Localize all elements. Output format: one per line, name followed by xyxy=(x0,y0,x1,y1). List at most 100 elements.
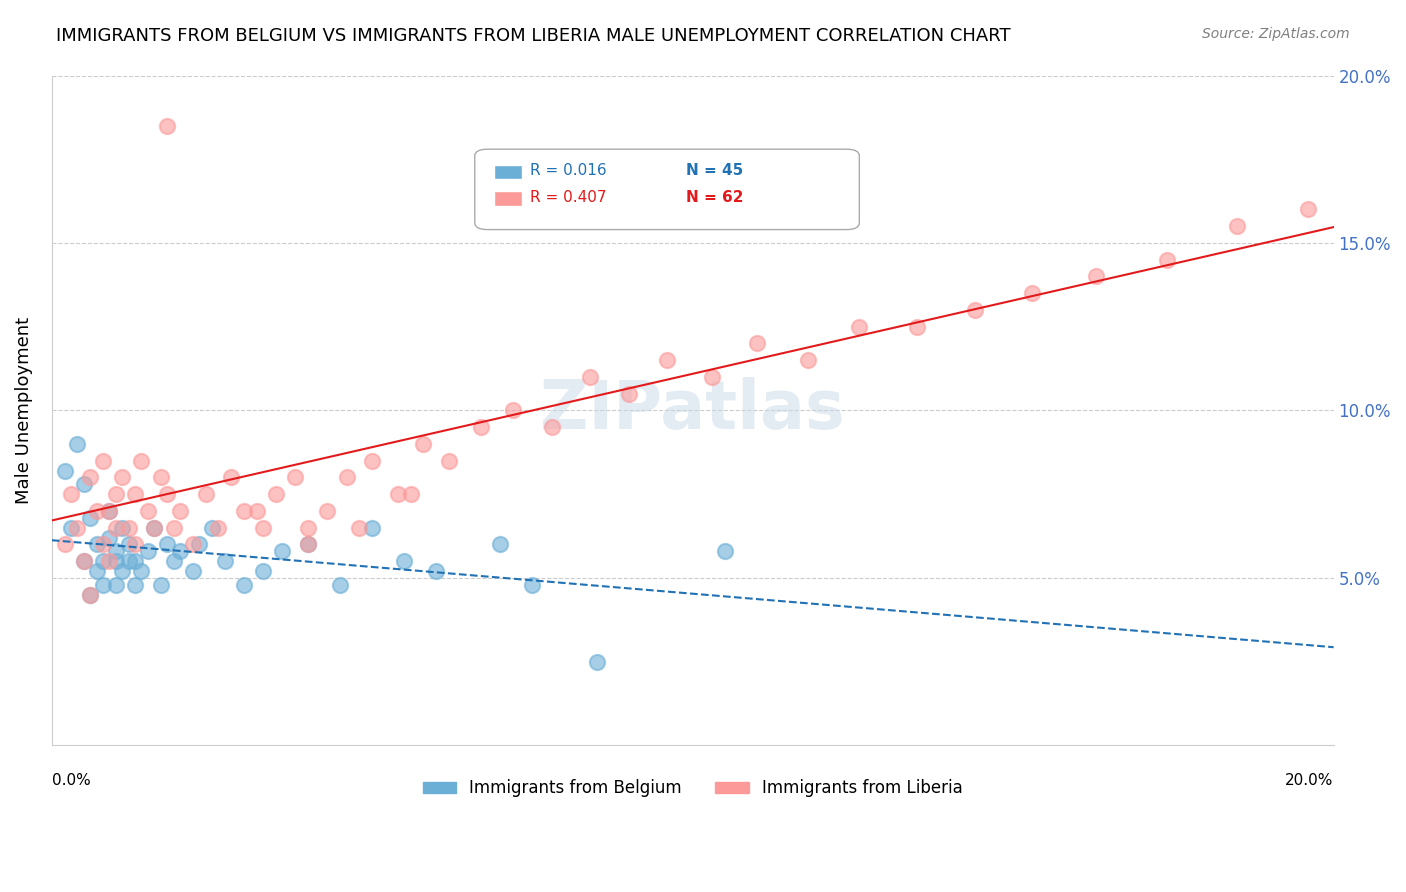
Point xyxy=(131,453,153,467)
Point xyxy=(233,504,256,518)
Point xyxy=(316,504,339,518)
Point xyxy=(118,520,141,534)
Point xyxy=(797,353,820,368)
Point xyxy=(104,554,127,568)
Point xyxy=(470,420,492,434)
Point xyxy=(713,544,735,558)
Point xyxy=(181,564,204,578)
Point xyxy=(104,520,127,534)
Point xyxy=(502,403,524,417)
Point xyxy=(91,537,114,551)
Point xyxy=(104,487,127,501)
Point xyxy=(329,577,352,591)
Point xyxy=(246,504,269,518)
Point xyxy=(264,487,287,501)
Point xyxy=(79,510,101,524)
Text: Source: ZipAtlas.com: Source: ZipAtlas.com xyxy=(1202,27,1350,41)
FancyBboxPatch shape xyxy=(494,165,522,179)
Point xyxy=(252,564,274,578)
Text: 0.0%: 0.0% xyxy=(52,773,90,789)
Point xyxy=(118,537,141,551)
Point xyxy=(156,537,179,551)
Point xyxy=(53,464,76,478)
Point xyxy=(86,564,108,578)
Point xyxy=(1021,286,1043,301)
Point xyxy=(59,520,82,534)
Point xyxy=(59,487,82,501)
Point xyxy=(349,520,371,534)
Point xyxy=(399,487,422,501)
Point xyxy=(124,537,146,551)
Point xyxy=(1156,252,1178,267)
Point xyxy=(79,470,101,484)
Point xyxy=(124,487,146,501)
Text: N = 45: N = 45 xyxy=(686,163,744,178)
Point xyxy=(156,119,179,133)
Point xyxy=(336,470,359,484)
Text: IMMIGRANTS FROM BELGIUM VS IMMIGRANTS FROM LIBERIA MALE UNEMPLOYMENT CORRELATION: IMMIGRANTS FROM BELGIUM VS IMMIGRANTS FR… xyxy=(56,27,1011,45)
Point xyxy=(297,537,319,551)
Point xyxy=(169,504,191,518)
Point xyxy=(437,453,460,467)
Text: R = 0.407: R = 0.407 xyxy=(530,190,606,205)
Point xyxy=(136,544,159,558)
Point xyxy=(207,520,229,534)
Point xyxy=(394,554,416,568)
Point xyxy=(540,420,562,434)
Point xyxy=(91,453,114,467)
Point xyxy=(162,520,184,534)
Point xyxy=(98,504,121,518)
Point xyxy=(86,504,108,518)
Point xyxy=(143,520,166,534)
Point xyxy=(1296,202,1319,217)
Point xyxy=(905,319,928,334)
Point xyxy=(271,544,294,558)
Point xyxy=(66,520,89,534)
Point xyxy=(124,554,146,568)
Point xyxy=(700,370,723,384)
Point xyxy=(118,554,141,568)
Point xyxy=(361,520,384,534)
Point xyxy=(98,504,121,518)
Point xyxy=(425,564,447,578)
Point xyxy=(73,554,96,568)
Point xyxy=(188,537,211,551)
Point xyxy=(233,577,256,591)
Point xyxy=(297,537,319,551)
Point xyxy=(149,470,172,484)
Text: 20.0%: 20.0% xyxy=(1285,773,1334,789)
Point xyxy=(848,319,870,334)
Point xyxy=(53,537,76,551)
Point xyxy=(361,453,384,467)
Text: ZIPatlas: ZIPatlas xyxy=(540,377,845,443)
Point xyxy=(73,554,96,568)
Y-axis label: Male Unemployment: Male Unemployment xyxy=(15,317,32,504)
Point xyxy=(745,336,768,351)
Point xyxy=(156,487,179,501)
Point xyxy=(143,520,166,534)
Point xyxy=(79,588,101,602)
Point xyxy=(86,537,108,551)
Point xyxy=(963,302,986,317)
Point xyxy=(617,386,640,401)
Point xyxy=(284,470,307,484)
Point xyxy=(73,477,96,491)
Point xyxy=(79,588,101,602)
Point xyxy=(111,470,134,484)
Point xyxy=(66,437,89,451)
Point xyxy=(252,520,274,534)
Point xyxy=(412,437,434,451)
Point xyxy=(131,564,153,578)
Point xyxy=(162,554,184,568)
Point xyxy=(104,544,127,558)
Point xyxy=(522,577,544,591)
Point xyxy=(1085,269,1108,284)
Point xyxy=(585,655,607,669)
Point xyxy=(219,470,242,484)
FancyBboxPatch shape xyxy=(475,149,859,229)
Point xyxy=(214,554,236,568)
Point xyxy=(104,577,127,591)
FancyBboxPatch shape xyxy=(494,192,522,206)
Text: R = 0.016: R = 0.016 xyxy=(530,163,606,178)
Point xyxy=(489,537,512,551)
